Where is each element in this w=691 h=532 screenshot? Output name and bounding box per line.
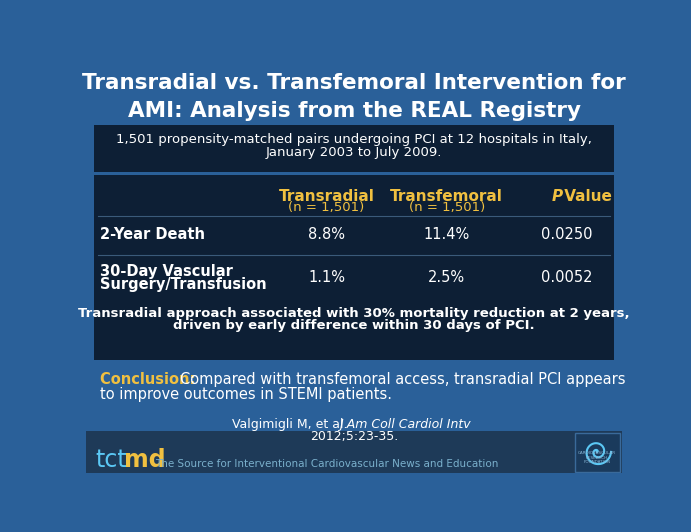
Text: Transfemoral: Transfemoral (390, 188, 503, 204)
Text: Transradial vs. Transfemoral Intervention for: Transradial vs. Transfemoral Interventio… (82, 73, 626, 93)
Text: tct: tct (95, 448, 127, 472)
Text: Transradial: Transradial (278, 188, 375, 204)
Text: Valgimigli M, et al.: Valgimigli M, et al. (232, 418, 356, 431)
Text: (n = 1,501): (n = 1,501) (408, 201, 485, 214)
Text: 1.1%: 1.1% (308, 270, 345, 285)
Text: 0.0052: 0.0052 (541, 270, 593, 285)
Text: Transradial approach associated with 30% mortality reduction at 2 years,: Transradial approach associated with 30%… (78, 307, 630, 320)
Text: The Source for Interventional Cardiovascular News and Education: The Source for Interventional Cardiovasc… (155, 459, 498, 469)
Text: P: P (551, 188, 562, 204)
Text: 2012;5:23-35.: 2012;5:23-35. (310, 430, 398, 443)
Text: 8.8%: 8.8% (308, 227, 345, 242)
Text: driven by early difference within 30 days of PCI.: driven by early difference within 30 day… (173, 320, 535, 332)
Text: 2-Year Death: 2-Year Death (100, 227, 205, 242)
Text: Surgery/Transfusion: Surgery/Transfusion (100, 277, 267, 292)
Text: 30-Day Vascular: 30-Day Vascular (100, 264, 233, 279)
Bar (94, 176, 614, 360)
Text: (n = 1,501): (n = 1,501) (289, 201, 365, 214)
Text: J Am Coll Cardiol Intv: J Am Coll Cardiol Intv (339, 418, 471, 431)
Text: 0.0250: 0.0250 (541, 227, 593, 242)
Text: Conclusion:: Conclusion: (100, 372, 206, 387)
Text: 11.4%: 11.4% (424, 227, 470, 242)
Text: 2.5%: 2.5% (428, 270, 465, 285)
Text: AMI: Analysis from the REAL Registry: AMI: Analysis from the REAL Registry (128, 101, 580, 121)
Text: Value: Value (559, 188, 612, 204)
Bar (575, 434, 620, 472)
Bar (94, 126, 614, 172)
Text: .: . (454, 418, 462, 431)
Text: CARDIOVASCULAR
RESEARCH
FOUNDATION: CARDIOVASCULAR RESEARCH FOUNDATION (578, 451, 616, 464)
Text: Compared with transfemoral access, transradial PCI appears: Compared with transfemoral access, trans… (180, 372, 625, 387)
Text: to improve outcomes in STEMI patients.: to improve outcomes in STEMI patients. (100, 387, 392, 402)
Text: md: md (124, 448, 165, 472)
Text: January 2003 to July 2009.: January 2003 to July 2009. (266, 146, 442, 159)
Text: 1,501 propensity-matched pairs undergoing PCI at 12 hospitals in Italy,: 1,501 propensity-matched pairs undergoin… (116, 133, 592, 146)
Bar (86, 431, 622, 473)
